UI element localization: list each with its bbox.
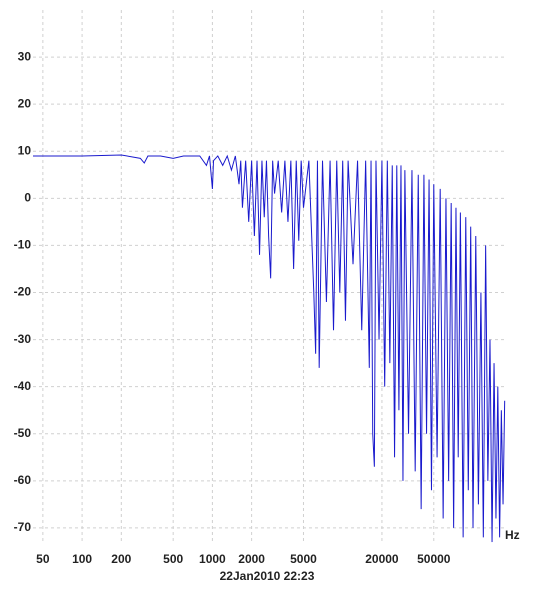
y-tick-label: 20: [18, 96, 32, 110]
y-tick-label: 10: [18, 143, 32, 157]
y-tick-label: -10: [14, 238, 32, 252]
timestamp: 22Jan2010 22:23: [220, 569, 315, 583]
y-tick-label: -70: [14, 520, 32, 534]
x-tick-label: 50: [36, 552, 50, 566]
y-tick-label: -50: [14, 426, 32, 440]
y-tick-label: -30: [14, 332, 32, 346]
x-unit-label: Hz: [505, 528, 520, 542]
x-tick-label: 50000: [417, 552, 451, 566]
x-tick-label: 2000: [238, 552, 265, 566]
y-tick-label: 30: [18, 49, 32, 63]
x-tick-label: 500: [163, 552, 183, 566]
x-tick-label: 200: [111, 552, 131, 566]
y-tick-label: -20: [14, 285, 32, 299]
data-line: [33, 154, 506, 543]
y-tick-label: -60: [14, 473, 32, 487]
x-tick-label: 1000: [199, 552, 226, 566]
x-tick-label: 5000: [290, 552, 317, 566]
x-tick-label: 100: [72, 552, 92, 566]
y-tick-label: -40: [14, 379, 32, 393]
y-tick-label: 0: [24, 191, 31, 205]
x-tick-label: 20000: [365, 552, 399, 566]
